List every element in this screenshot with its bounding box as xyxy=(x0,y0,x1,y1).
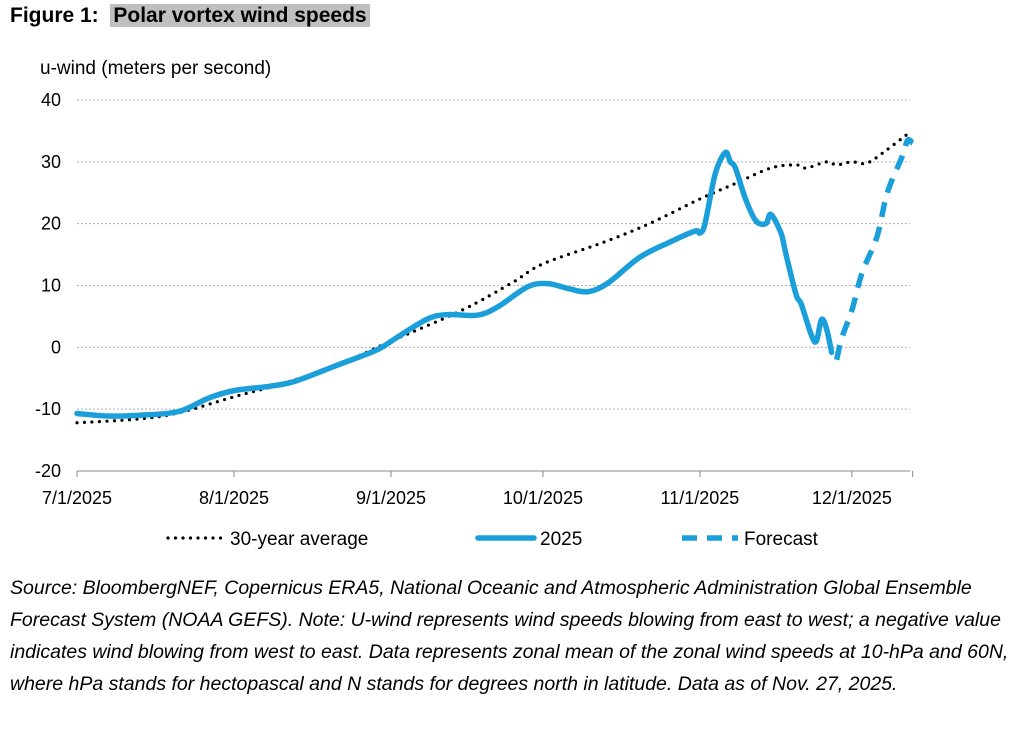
x-tick-label: 9/1/2025 xyxy=(356,488,426,508)
chart-title: Polar vortex wind speeds xyxy=(110,4,370,27)
x-tick-label: 7/1/2025 xyxy=(42,488,112,508)
figure-title: Figure 1: Polar vortex wind speeds xyxy=(10,4,370,28)
y-tick-label: 0 xyxy=(51,337,61,357)
y-axis-label: u-wind (meters per second) xyxy=(40,58,272,79)
x-tick-label: 10/1/2025 xyxy=(503,488,583,508)
source-note: Source: BloombergNEF, Copernicus ERA5, N… xyxy=(10,577,1009,695)
x-tick-label: 11/1/2025 xyxy=(661,488,740,508)
x-tick-label: 8/1/2025 xyxy=(199,488,269,508)
x-tick-label: 12/1/2025 xyxy=(812,488,892,508)
legend-label: Forecast xyxy=(744,529,819,550)
y-tick-label: 30 xyxy=(41,152,61,172)
y-tick-label: -10 xyxy=(35,399,61,419)
y-tick-label: -20 xyxy=(35,461,61,481)
figure-label: Figure 1: xyxy=(10,4,99,27)
legend-label: 2025 xyxy=(540,529,582,550)
series-line-30-year-average xyxy=(75,132,910,425)
chart: 40 30 20 10 0 -10 -20 7/1/2025 8/1/2025 9/1/2025 1… xyxy=(35,90,915,550)
y-tick-label: 10 xyxy=(41,276,61,296)
legend-label: 30-year average xyxy=(230,529,368,550)
series-line-2025 xyxy=(74,149,835,419)
y-tick-label: 20 xyxy=(41,214,61,234)
series-line-forecast xyxy=(833,136,915,361)
y-tick-label: 40 xyxy=(41,90,61,110)
